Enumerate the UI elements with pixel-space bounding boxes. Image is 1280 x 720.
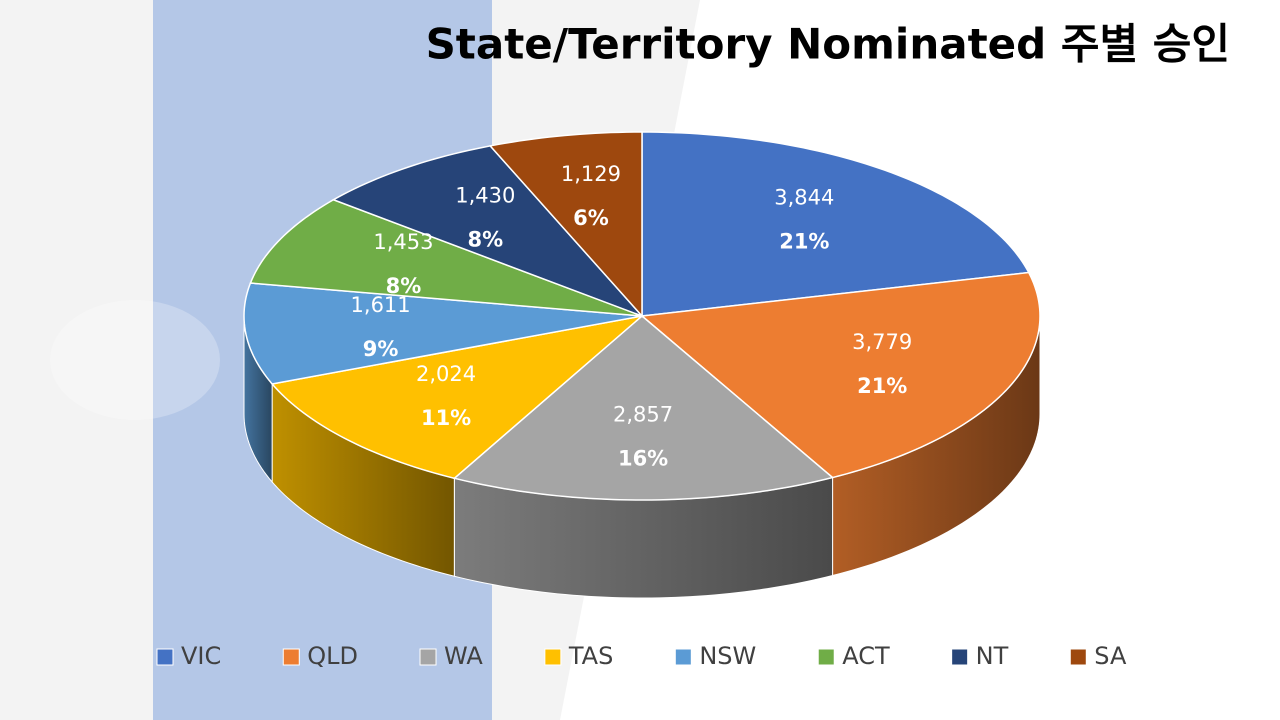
legend-swatch (1069, 648, 1087, 666)
slice (488, 131, 643, 318)
data-label: 1,129 (561, 162, 621, 186)
slice (249, 198, 643, 317)
data-label: 2,857 (613, 402, 673, 426)
legend-label: NT (976, 642, 1009, 670)
legend-label: VIC (181, 642, 221, 670)
slice (452, 315, 835, 501)
pie: 3,844 21% 3,779 21% 2,857 16% 2,024 11% 1,611 9% 1… (243, 131, 1041, 599)
data-label: 2,024 (416, 362, 476, 386)
legend-swatch (419, 648, 437, 666)
percent-label: 21% (779, 230, 829, 254)
slice (641, 131, 1030, 317)
chart-title: State/Territory Nominated 주별 승인 (426, 20, 1230, 69)
legend-swatch (544, 648, 562, 666)
data-label: 1,453 (373, 230, 433, 254)
percent-label: 11% (421, 406, 471, 430)
legend-swatch (156, 648, 174, 666)
percent-label: 8% (386, 274, 422, 298)
legend-label: ACT (842, 642, 890, 670)
legend-label: QLD (307, 642, 358, 670)
legend-label: WA (444, 642, 483, 670)
legend-label: SA (1094, 642, 1127, 670)
legend-swatch (951, 648, 969, 666)
legend: VIC QLD WA TAS NSW ACT NT SA (156, 642, 1127, 670)
legend-swatch (674, 648, 692, 666)
percent-label: 9% (363, 337, 399, 361)
legend-swatch (817, 648, 835, 666)
legend-label: TAS (568, 642, 613, 670)
data-label: 1,611 (351, 293, 411, 317)
legend-label: NSW (699, 642, 756, 670)
data-label: 1,430 (455, 184, 515, 208)
percent-label: 6% (573, 206, 609, 230)
slice (331, 145, 643, 317)
percent-label: 21% (857, 374, 907, 398)
percent-label: 8% (467, 228, 503, 252)
percent-label: 16% (618, 446, 668, 470)
data-label: 3,844 (774, 186, 834, 210)
legend-swatch (282, 648, 300, 666)
crest-watermark (50, 300, 220, 420)
slice (640, 271, 1041, 479)
slice (270, 314, 645, 480)
data-label: 3,779 (852, 330, 912, 354)
